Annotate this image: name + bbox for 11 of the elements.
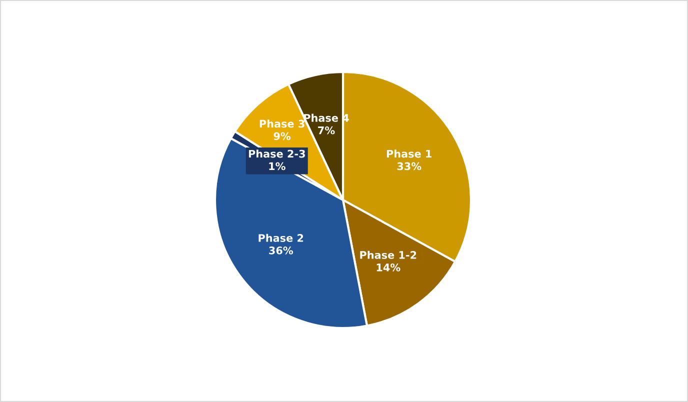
data-label: 36% [269,246,294,254]
slice-label: Phase 1-2 [360,250,416,259]
slice-label: Phase 1 [386,150,432,158]
data-label: 1% [269,162,286,170]
data-label: 7% [318,126,335,134]
data-label: 9% [274,132,291,140]
data-label: 14% [376,264,400,272]
data-label: 33% [397,162,422,170]
slice-label: Phase 2 [258,234,304,242]
slice-label: Phase 2-3 [248,150,305,158]
slice-label: Phase 3 [260,120,304,128]
